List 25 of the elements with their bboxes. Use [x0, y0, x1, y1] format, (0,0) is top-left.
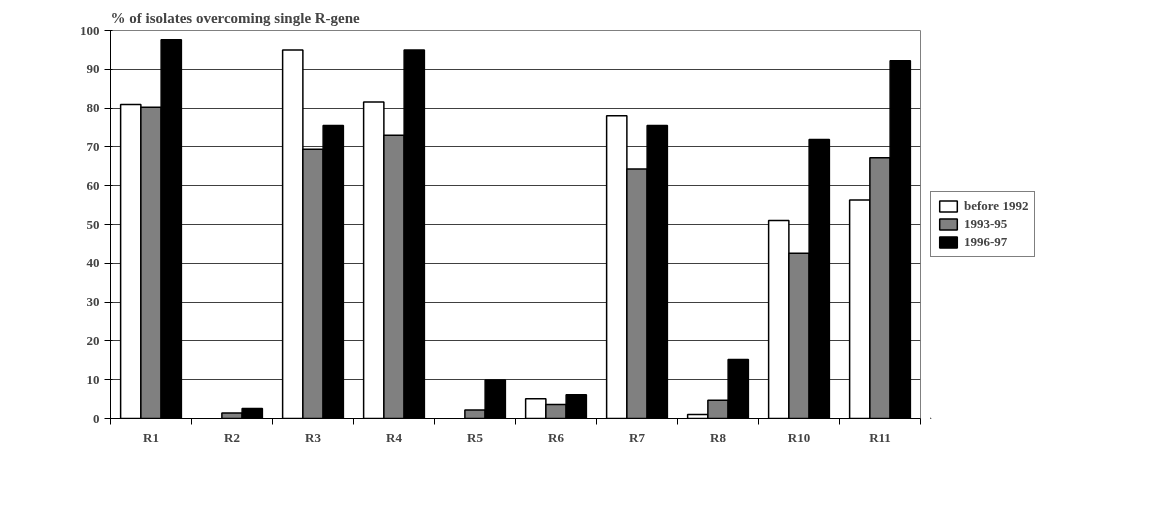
- y-tick-label: 80: [86, 100, 100, 116]
- y-tick-label: 10: [86, 371, 100, 387]
- y-tick-label: 90: [86, 61, 100, 77]
- legend-label: 1993-95: [964, 216, 1008, 232]
- x-tick-label: R10: [787, 429, 811, 445]
- x-tick-label: R7: [629, 429, 646, 445]
- y-tick-label: 70: [86, 138, 100, 154]
- x-tick-label: R8: [710, 429, 727, 445]
- y-tick-label: 40: [86, 255, 100, 271]
- x-tick-label: R4: [386, 429, 403, 445]
- y-tick-label: 0: [93, 410, 100, 426]
- y-tick-label: 20: [86, 332, 100, 348]
- chart-title: % of isolates overcoming single R-gene: [110, 9, 361, 26]
- y-tick-label: 60: [86, 177, 100, 193]
- legend-label: before 1992: [964, 198, 1029, 214]
- y-tick-label: 30: [86, 294, 100, 310]
- x-tick-label: R3: [305, 429, 322, 445]
- y-tick-label: 50: [86, 216, 100, 232]
- x-tick-label: R11: [869, 429, 891, 445]
- y-tick-label: 100: [80, 22, 100, 38]
- x-tick-label: R5: [467, 429, 484, 445]
- x-tick-label: R1: [143, 429, 159, 445]
- x-tick-label: R6: [548, 429, 565, 445]
- x-tick-label: R2: [224, 429, 240, 445]
- legend-label: 1996-97: [964, 234, 1008, 250]
